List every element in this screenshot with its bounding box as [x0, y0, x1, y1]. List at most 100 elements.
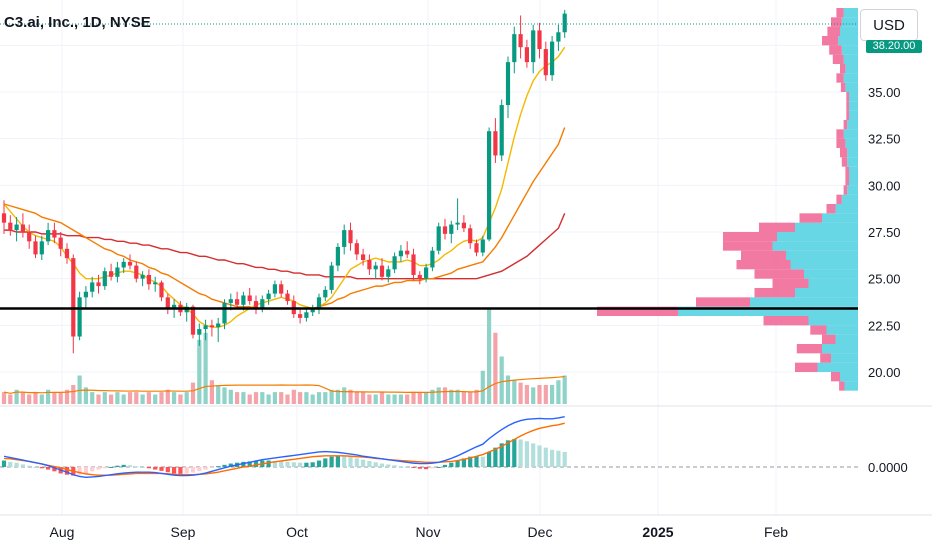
candle-body — [562, 13, 567, 33]
volume-profile-up-bar — [845, 138, 858, 148]
volume-profile-up-bar — [849, 176, 858, 186]
candle-body — [304, 312, 309, 318]
volume-bar — [140, 394, 145, 404]
volume-bar — [505, 375, 511, 404]
macd-histogram-bar — [524, 441, 529, 467]
volume-bar — [247, 394, 252, 404]
volume-bar — [480, 370, 485, 404]
volume-profile-up-bar — [843, 129, 858, 139]
volume-bar — [298, 392, 303, 404]
volume-bar — [335, 389, 340, 404]
volume-bar — [342, 387, 347, 404]
macd-histogram-bar — [14, 462, 19, 467]
macd-histogram-bar — [329, 456, 334, 467]
candle-body — [222, 302, 227, 324]
candle-body — [20, 224, 25, 232]
volume-profile-down-bar — [763, 316, 809, 326]
volume-profile-down-bar — [822, 334, 836, 344]
volume-profile-up-bar — [843, 73, 858, 83]
macd-histogram-bar — [512, 439, 517, 467]
macd-histogram-bar — [379, 463, 385, 467]
volume-profile-down-bar — [843, 120, 848, 130]
volume-profile-up-bar — [843, 54, 858, 64]
macd-histogram-bar — [430, 467, 435, 469]
volume-bar — [398, 394, 403, 404]
candle-body — [335, 246, 340, 266]
volume-profile-down-bar — [741, 250, 786, 260]
volume-profile-up-bar — [847, 120, 858, 130]
volume-profile-down-bar — [597, 306, 678, 316]
macd-histogram-bar — [335, 455, 340, 467]
macd-histogram-bar — [354, 458, 359, 467]
volume-profile-up-bar — [847, 185, 858, 195]
volume-bar — [493, 332, 498, 404]
candle-body — [266, 293, 271, 300]
volume-profile-up-bar — [845, 64, 858, 74]
candle-body — [58, 237, 63, 249]
volume-bar — [442, 387, 448, 404]
volume-bar — [146, 392, 151, 404]
volume-bar — [64, 389, 70, 404]
candle-body — [39, 241, 44, 255]
volume-profile-down-bar — [845, 166, 849, 176]
candle-body — [272, 284, 277, 294]
volume-profile-down-bar — [696, 297, 750, 307]
candle-body — [190, 306, 196, 335]
volume-profile-down-bar — [820, 353, 831, 363]
macd-histogram-bar — [398, 466, 403, 468]
time-tick-label: Sep — [171, 524, 196, 540]
candle-body — [209, 325, 214, 328]
volume-bar — [235, 392, 240, 404]
volume-bar — [543, 385, 548, 404]
volume-bar — [361, 392, 366, 404]
macd-histogram-bar — [178, 467, 183, 474]
volume-bar — [487, 309, 492, 404]
candle-body — [172, 304, 177, 309]
macd-histogram-bar — [531, 443, 536, 467]
macd-histogram-bar — [342, 456, 347, 467]
macd-histogram-bar — [165, 467, 170, 473]
candle-body — [474, 243, 479, 253]
candle-body — [543, 49, 548, 76]
macd-histogram-bar — [499, 443, 504, 467]
macd-histogram-bar — [209, 467, 214, 468]
volume-profile-up-bar — [841, 45, 858, 55]
candle-body — [285, 293, 290, 302]
volume-bar — [272, 392, 277, 404]
candle-body — [524, 47, 529, 63]
candle-body — [310, 308, 315, 313]
candle-body — [417, 274, 422, 279]
candle-body — [77, 297, 82, 337]
volume-profile-down-bar — [836, 194, 842, 204]
macd-histogram-bar — [474, 456, 479, 467]
candle-body — [480, 239, 485, 253]
volume-bar — [329, 389, 334, 404]
macd-histogram-bar — [184, 467, 189, 474]
volume-bar — [474, 389, 479, 404]
volume-bar — [518, 382, 523, 404]
candle-body — [8, 222, 13, 231]
volume-profile-up-bar — [786, 250, 858, 260]
candle-body — [33, 241, 38, 255]
volume-bar — [417, 392, 422, 404]
candle-body — [27, 232, 32, 242]
candle-body — [468, 228, 473, 244]
volume-bar — [96, 394, 101, 404]
candle-body — [140, 274, 145, 279]
macd-histogram-bar — [442, 464, 448, 467]
volume-bar — [550, 385, 555, 404]
volume-profile-up-bar — [835, 204, 858, 214]
volume-profile-up-bar — [831, 353, 858, 363]
candle-body — [90, 282, 95, 292]
candle-body — [64, 248, 70, 259]
candle-body — [52, 230, 57, 238]
volume-bar — [216, 385, 221, 404]
macd-histogram-bar — [323, 458, 328, 467]
macd-histogram-bar — [266, 460, 271, 467]
volume-bar — [71, 385, 76, 404]
currency-button[interactable]: USD — [860, 9, 918, 41]
volume-bar — [102, 392, 107, 404]
macd-histogram-bar — [109, 467, 114, 468]
volume-bar — [379, 392, 385, 404]
